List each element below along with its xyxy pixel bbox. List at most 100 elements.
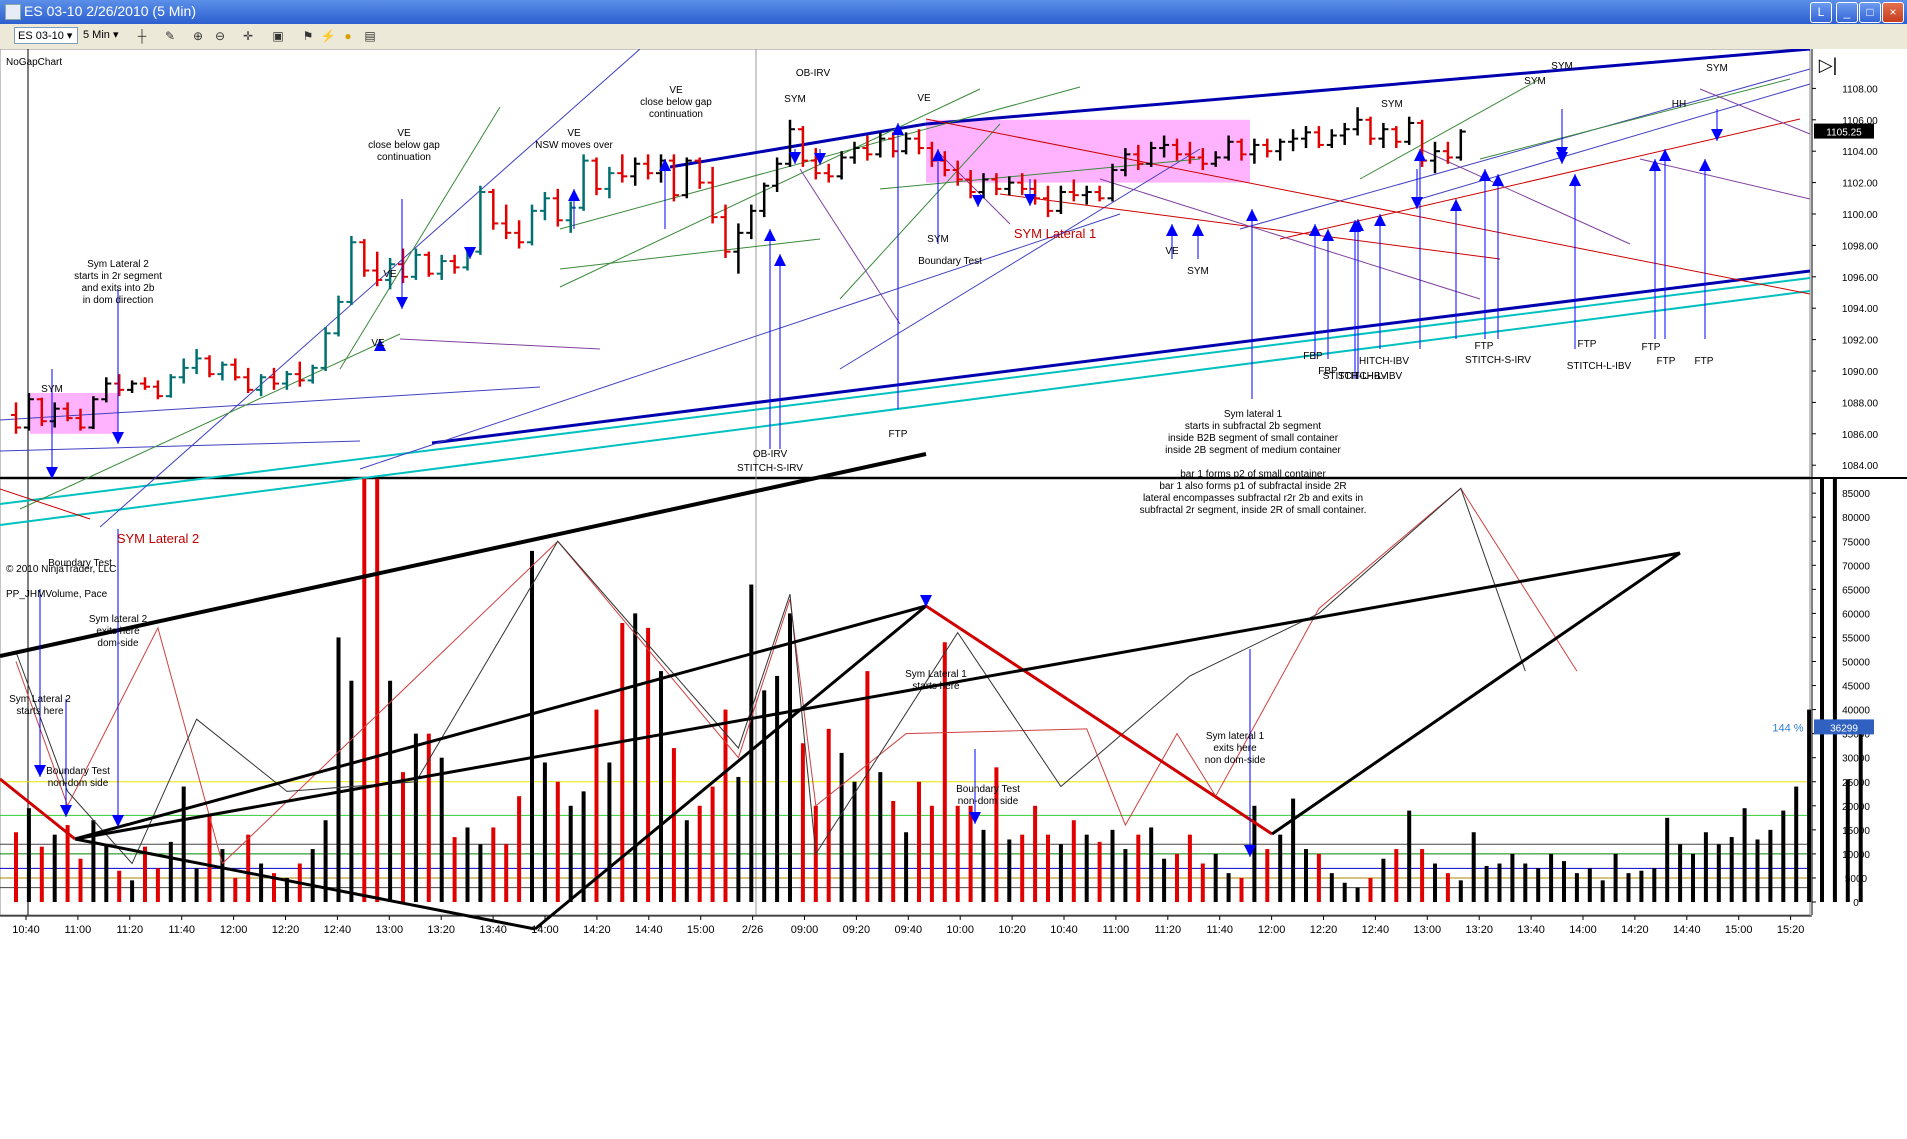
- time-tick-label: 14:20: [583, 924, 611, 936]
- arrow-head: [659, 159, 671, 171]
- volume-bar: [1420, 849, 1425, 902]
- volume-bar: [478, 844, 483, 902]
- minimize-button[interactable]: _: [1836, 2, 1858, 23]
- arrow-head: [1711, 129, 1723, 141]
- pace-trendline: [74, 604, 927, 841]
- volume-bar: [775, 675, 780, 902]
- trendline: [925, 118, 1811, 295]
- annotation-label: STITCH-L-IBV: [1323, 371, 1388, 382]
- trendline: [939, 153, 1011, 225]
- maximize-button[interactable]: □: [1859, 2, 1881, 23]
- price-panel-name: NoGapChart: [6, 57, 62, 68]
- trendline: [359, 213, 1121, 470]
- volume-bars: [14, 478, 1863, 902]
- trendline: [799, 168, 901, 325]
- volume-bar: [426, 733, 431, 902]
- annotation-label: Sym lateral 2: [89, 614, 148, 625]
- arrow-head: [892, 123, 904, 135]
- annotation-label: close below gap: [640, 97, 712, 108]
- volume-bar: [1187, 834, 1192, 902]
- volume-bar: [1807, 709, 1812, 902]
- trendline: [399, 338, 601, 350]
- properties-icon[interactable]: ▣: [272, 29, 284, 43]
- trendline: [1699, 88, 1811, 135]
- annotation-label: OB-IRV: [753, 449, 788, 460]
- volume-bar: [929, 805, 934, 902]
- trendline: [99, 49, 641, 528]
- volume-bar: [336, 637, 341, 902]
- price-tick-label: 1094.00: [1842, 304, 1879, 315]
- annotation-label: continuation: [649, 109, 703, 120]
- interval-select[interactable]: 5 Min ▾: [83, 29, 119, 41]
- trendline: [559, 88, 981, 288]
- data-box-icon[interactable]: ▤: [364, 29, 376, 43]
- volume-bar: [1007, 839, 1012, 902]
- time-tick-label: 13:20: [427, 924, 455, 936]
- volume-bar: [1729, 837, 1734, 902]
- volume-bar: [1523, 863, 1528, 902]
- time-tick-label: 15:00: [687, 924, 715, 936]
- volume-bar: [130, 880, 135, 902]
- pace-trendline: [1271, 551, 1681, 836]
- volume-bar: [1394, 849, 1399, 902]
- crosshair-icon[interactable]: ✛: [242, 29, 254, 43]
- volume-bar: [594, 709, 599, 902]
- arrow-head: [1556, 147, 1568, 159]
- bars-icon[interactable]: ┼: [137, 29, 147, 43]
- volume-bar: [91, 820, 96, 902]
- ninja-icon[interactable]: ●: [344, 29, 352, 43]
- zoom-out-icon[interactable]: ⊖: [214, 29, 226, 43]
- volume-bar: [891, 800, 896, 902]
- volume-tick-label: 35000: [1842, 730, 1870, 741]
- window-title: ES 03-10 2/26/2010 (5 Min): [24, 3, 196, 19]
- annotation-label: in dom direction: [83, 295, 154, 306]
- trendline: [1419, 148, 1631, 245]
- trendline: [0, 386, 541, 421]
- time-tick-label: 09:20: [843, 924, 871, 936]
- volume-bar: [968, 805, 973, 902]
- volume-bar: [375, 478, 380, 902]
- strategy-icon[interactable]: ⚑: [302, 29, 314, 43]
- link-button[interactable]: L: [1810, 2, 1832, 23]
- volume-bar: [1458, 880, 1463, 902]
- time-tick-label: 11:00: [1103, 924, 1130, 936]
- price-tick-label: 1084.00: [1842, 461, 1879, 472]
- annotation-label: SYM: [1551, 61, 1573, 72]
- annotation-label: starts here: [16, 706, 64, 717]
- zoom-in-icon[interactable]: ⊕: [192, 29, 204, 43]
- volume-bar: [1071, 820, 1076, 902]
- time-tick-label: 10:20: [998, 924, 1026, 936]
- arrow-head: [34, 765, 46, 777]
- annotation-label: continuation: [377, 152, 431, 163]
- time-tick-label: 14:40: [635, 924, 663, 936]
- volume-bar: [1781, 810, 1786, 902]
- alert-icon[interactable]: ⚡: [320, 29, 336, 43]
- volume-bar: [1755, 839, 1760, 902]
- annotation-label: FTP: [1695, 356, 1714, 367]
- time-tick-label: 13:00: [1414, 924, 1442, 936]
- trendline: [339, 106, 501, 370]
- volume-bar: [1162, 858, 1167, 902]
- volume-bar: [1703, 832, 1708, 902]
- volume-bar: [1175, 853, 1179, 902]
- annotation-label: FBP: [1318, 366, 1338, 377]
- close-button[interactable]: ×: [1882, 2, 1904, 23]
- arrow-head: [972, 195, 984, 207]
- volume-bar: [65, 825, 70, 902]
- trendline: [0, 290, 1811, 526]
- pencil-icon[interactable]: ✎: [164, 29, 176, 43]
- arrow-head: [920, 595, 932, 607]
- last-volume-marker: [1814, 719, 1874, 735]
- volume-panel-name: PP_JHMVolume, Pace: [6, 589, 108, 600]
- annotation-label: STITCH-L-IBV: [1567, 361, 1632, 372]
- instrument-select[interactable]: ES 03-10 ▾: [14, 27, 78, 44]
- annotation-label: VE: [1165, 246, 1179, 257]
- annotation-label: close below gap: [368, 140, 440, 151]
- volume-bar: [259, 863, 264, 902]
- volume-bar: [52, 834, 57, 902]
- annotation-label: Sym Lateral 2: [9, 694, 71, 705]
- trendline: [431, 269, 1811, 445]
- volume-bar: [246, 834, 251, 902]
- volume-bar: [362, 478, 367, 902]
